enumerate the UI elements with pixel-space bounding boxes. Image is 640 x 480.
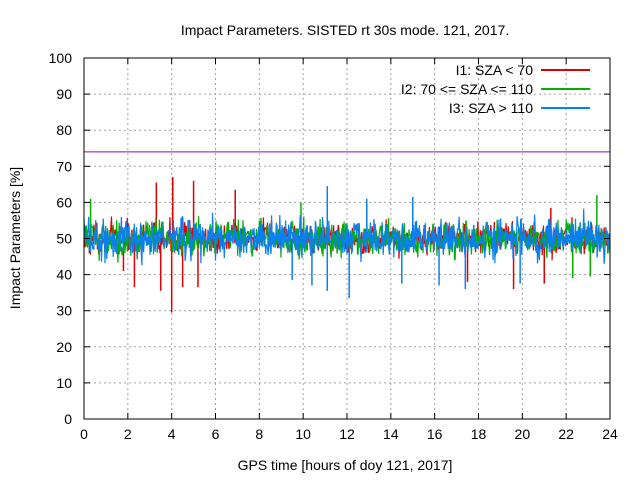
x-axis-label: GPS time [hours of doy 121, 2017] bbox=[238, 457, 453, 473]
x-tick-label: 6 bbox=[212, 426, 220, 442]
tick-labels: 0 2 4 6 8 10 12 14 16 18 20 22 240102030405060708090… bbox=[49, 50, 618, 442]
y-tick-label: 100 bbox=[49, 50, 73, 66]
x-tick-label: 0 bbox=[80, 426, 88, 442]
x-tick-label: 18 bbox=[471, 426, 487, 442]
x-tick-label: 14 bbox=[383, 426, 399, 442]
series-group bbox=[83, 177, 611, 313]
series-line-3 bbox=[83, 208, 611, 266]
x-tick-label: 8 bbox=[255, 426, 263, 442]
chart-title: Impact Parameters. SISTED rt 30s mode. 1… bbox=[181, 22, 509, 38]
y-tick-label: 0 bbox=[64, 411, 72, 427]
x-tick-label: 4 bbox=[168, 426, 176, 442]
x-tick-label: 16 bbox=[427, 426, 443, 442]
y-tick-label: 50 bbox=[56, 231, 72, 247]
y-tick-label: 60 bbox=[56, 194, 72, 210]
tick-marks bbox=[83, 57, 611, 420]
legend-label-i2: I2: 70 <= SZA <= 110 bbox=[401, 81, 533, 97]
y-tick-label: 80 bbox=[56, 122, 72, 138]
y-tick-label: 40 bbox=[56, 267, 72, 283]
legend-label-i3: I3: SZA > 110 bbox=[449, 100, 533, 116]
x-tick-label: 2 bbox=[124, 426, 132, 442]
x-tick-label: 12 bbox=[339, 426, 355, 442]
y-tick-label: 70 bbox=[56, 158, 72, 174]
y-tick-label: 30 bbox=[56, 303, 72, 319]
legend-label-i1: I1: SZA < 70 bbox=[456, 62, 534, 78]
x-tick-label: 24 bbox=[602, 426, 618, 442]
x-tick-label: 10 bbox=[295, 426, 311, 442]
y-tick-label: 90 bbox=[56, 86, 72, 102]
x-tick-label: 20 bbox=[515, 426, 531, 442]
legend: I1: SZA < 70 I2: 70 <= SZA <= 110 I3: SZ… bbox=[401, 62, 590, 116]
y-axis-label: Impact Parameters [%] bbox=[7, 167, 23, 309]
y-tick-label: 20 bbox=[56, 339, 72, 355]
x-tick-label: 22 bbox=[558, 426, 574, 442]
y-tick-label: 10 bbox=[56, 375, 72, 391]
